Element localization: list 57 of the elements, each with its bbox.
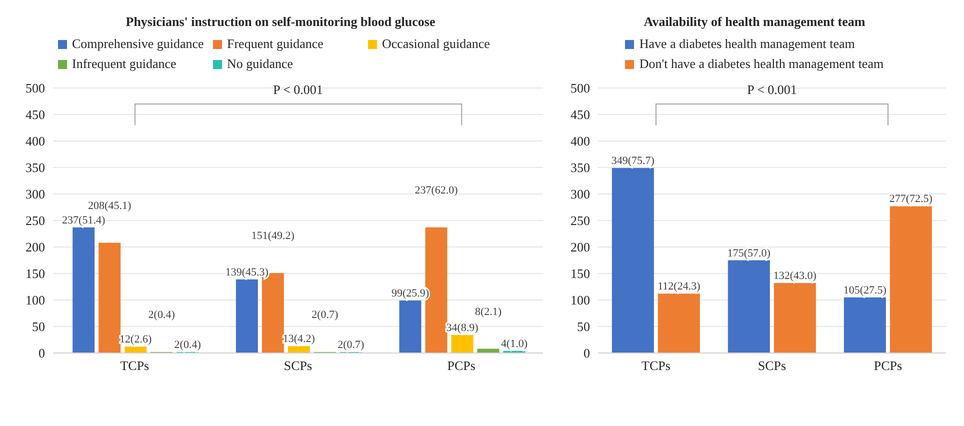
data-label: 151(49.2) xyxy=(251,230,295,242)
legend-label: Infrequent guidance xyxy=(72,56,176,72)
y-tick-label: 500 xyxy=(570,80,590,96)
legend-label: No guidance xyxy=(227,56,294,72)
annotation: P < 0.001 xyxy=(273,82,323,97)
y-tick-label: 350 xyxy=(26,160,45,176)
y-tick-label: 200 xyxy=(26,240,45,255)
y-tick-label: 0 xyxy=(38,346,45,361)
y-tick-label: 350 xyxy=(570,160,590,176)
y-tick-label: 150 xyxy=(570,266,590,282)
data-label: 12(2.6) xyxy=(120,334,152,346)
y-tick-label: 400 xyxy=(26,134,45,149)
data-label: 175(57.0) xyxy=(727,247,771,260)
x-tick-label: SCPs xyxy=(284,358,312,374)
data-label: 105(27.5) xyxy=(843,284,887,296)
x-tick-label: TCPs xyxy=(642,358,670,374)
data-label: 8(2.1) xyxy=(474,306,502,318)
y-tick-label: 450 xyxy=(26,107,45,122)
data-label: 349(75.7) xyxy=(611,155,655,168)
data-label: 2(0.4) xyxy=(174,338,202,351)
y-tick-label: 50 xyxy=(577,319,590,334)
y-tick-label: 300 xyxy=(570,186,590,202)
data-label: 237(51.4) xyxy=(62,214,106,226)
data-label: 2(0.7) xyxy=(338,338,365,351)
y-tick-label: 50 xyxy=(32,319,45,334)
data-label: 277(72.5) xyxy=(889,193,933,206)
legend-label: Comprehensive guidance xyxy=(72,36,204,52)
data-label: 2(0.7) xyxy=(312,308,339,321)
y-tick-label: 400 xyxy=(570,134,590,149)
x-tick-label: PCPs xyxy=(447,358,476,374)
legend-label: Occasional guidance xyxy=(382,36,490,52)
y-tick-label: 100 xyxy=(26,292,45,308)
y-tick-label: 300 xyxy=(26,186,45,202)
data-label: 4(1.0) xyxy=(500,338,528,350)
y-tick-label: 250 xyxy=(570,213,590,228)
y-tick-label: 150 xyxy=(26,266,45,282)
y-tick-label: 250 xyxy=(26,213,45,228)
annotation: P < 0.001 xyxy=(747,82,797,97)
y-tick-label: 450 xyxy=(570,107,590,122)
legend-label: Frequent guidance xyxy=(227,36,324,52)
data-label: 132(43.0) xyxy=(773,270,817,282)
y-tick-label: 100 xyxy=(570,292,590,308)
x-tick-label: TCPs xyxy=(120,358,150,374)
chart-title: Availability of health management team xyxy=(642,14,866,30)
x-tick-label: SCPs xyxy=(758,358,786,374)
data-label: 139(45.3) xyxy=(225,266,269,278)
chart-title: Physicians' instruction on self-monitoring blood glucose xyxy=(124,14,436,30)
data-label: 208(45.1) xyxy=(88,200,132,212)
legend-label: Have a diabetes health management team xyxy=(639,36,855,52)
legend-label: Don't have a diabetes health management team xyxy=(639,56,884,72)
x-tick-label: PCPs xyxy=(874,358,902,374)
data-label: 112(24.3) xyxy=(658,280,701,293)
data-label: 237(62.0) xyxy=(414,184,458,196)
data-label: 2(0.4) xyxy=(148,308,176,321)
y-tick-label: 500 xyxy=(26,80,45,96)
y-tick-label: 200 xyxy=(570,240,590,255)
y-tick-label: 0 xyxy=(584,346,590,361)
